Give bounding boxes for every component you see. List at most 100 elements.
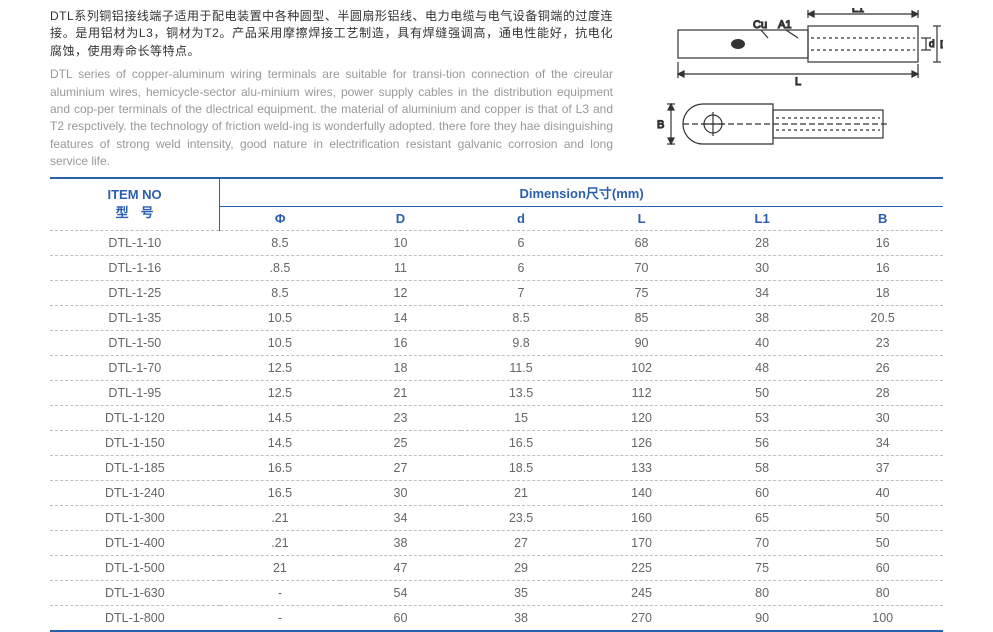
cell-value: 27 bbox=[340, 455, 461, 480]
cell-value: 30 bbox=[340, 480, 461, 505]
table-row: DTL-1-630-54352458080 bbox=[50, 580, 943, 605]
cell-value: 8.5 bbox=[461, 305, 582, 330]
cell-value: 34 bbox=[702, 280, 823, 305]
label-A1: A1 bbox=[778, 19, 791, 31]
cell-value: 80 bbox=[702, 580, 823, 605]
cell-value: 120 bbox=[581, 405, 702, 430]
label-d: d bbox=[929, 39, 935, 50]
cell-value: 14.5 bbox=[220, 430, 341, 455]
cell-value: 16.5 bbox=[461, 430, 582, 455]
cell-value: 18.5 bbox=[461, 455, 582, 480]
header-col-1: D bbox=[340, 206, 461, 230]
label-L1: L1 bbox=[852, 8, 864, 15]
cell-value: 80 bbox=[822, 580, 943, 605]
label-Cu: Cu bbox=[753, 19, 767, 31]
cell-value: 10.5 bbox=[220, 305, 341, 330]
cell-value: 23.5 bbox=[461, 505, 582, 530]
cell-item-no: DTL-1-185 bbox=[50, 455, 220, 480]
cell-value: 12.5 bbox=[220, 380, 341, 405]
cell-value: 38 bbox=[461, 605, 582, 631]
table-row: DTL-1-300.213423.51606550 bbox=[50, 505, 943, 530]
cell-value: 37 bbox=[822, 455, 943, 480]
cell-value: 54 bbox=[340, 580, 461, 605]
table-row: DTL-1-800-603827090100 bbox=[50, 605, 943, 631]
cell-item-no: DTL-1-16 bbox=[50, 255, 220, 280]
cell-value: 34 bbox=[340, 505, 461, 530]
cell-item-no: DTL-1-150 bbox=[50, 430, 220, 455]
cell-value: 9.8 bbox=[461, 330, 582, 355]
cell-value: 6 bbox=[461, 230, 582, 255]
cell-item-no: DTL-1-240 bbox=[50, 480, 220, 505]
cell-value: 14 bbox=[340, 305, 461, 330]
header-col-4: L1 bbox=[702, 206, 823, 230]
cell-value: 100 bbox=[822, 605, 943, 631]
cell-value: 35 bbox=[461, 580, 582, 605]
cell-value: 60 bbox=[702, 480, 823, 505]
table-row: DTL-1-108.5106682816 bbox=[50, 230, 943, 255]
cell-value: 160 bbox=[581, 505, 702, 530]
cell-item-no: DTL-1-35 bbox=[50, 305, 220, 330]
table-row: DTL-1-12014.523151205330 bbox=[50, 405, 943, 430]
cell-value: 75 bbox=[702, 555, 823, 580]
cell-value: 225 bbox=[581, 555, 702, 580]
cell-value: 8.5 bbox=[220, 280, 341, 305]
cell-value: 14.5 bbox=[220, 405, 341, 430]
cell-item-no: DTL-1-800 bbox=[50, 605, 220, 631]
cell-value: .21 bbox=[220, 530, 341, 555]
cell-item-no: DTL-1-500 bbox=[50, 555, 220, 580]
cell-value: 40 bbox=[702, 330, 823, 355]
header-col-3: L bbox=[581, 206, 702, 230]
cell-value: 10 bbox=[340, 230, 461, 255]
cell-value: 48 bbox=[702, 355, 823, 380]
cell-value: 38 bbox=[340, 530, 461, 555]
cell-value: 25 bbox=[340, 430, 461, 455]
cell-value: 12.5 bbox=[220, 355, 341, 380]
cell-value: 30 bbox=[702, 255, 823, 280]
cell-item-no: DTL-1-10 bbox=[50, 230, 220, 255]
cell-value: 50 bbox=[702, 380, 823, 405]
cell-value: .8.5 bbox=[220, 255, 341, 280]
cell-value: 16 bbox=[822, 230, 943, 255]
cell-item-no: DTL-1-70 bbox=[50, 355, 220, 380]
cell-value: 270 bbox=[581, 605, 702, 631]
cell-value: .21 bbox=[220, 505, 341, 530]
table-row: DTL-1-7012.51811.51024826 bbox=[50, 355, 943, 380]
cell-value: 90 bbox=[581, 330, 702, 355]
cell-value: 245 bbox=[581, 580, 702, 605]
cell-value: 170 bbox=[581, 530, 702, 555]
cell-value: - bbox=[220, 580, 341, 605]
cell-value: 70 bbox=[702, 530, 823, 555]
cell-value: 28 bbox=[702, 230, 823, 255]
table-row: DTL-1-400.2138271707050 bbox=[50, 530, 943, 555]
cell-value: 112 bbox=[581, 380, 702, 405]
label-L: L bbox=[795, 76, 801, 88]
cell-item-no: DTL-1-95 bbox=[50, 380, 220, 405]
cell-value: 18 bbox=[340, 355, 461, 380]
cell-value: 50 bbox=[822, 505, 943, 530]
cell-value: 102 bbox=[581, 355, 702, 380]
header-item-no: ITEM NO 型号 bbox=[50, 178, 220, 231]
cell-value: 16.5 bbox=[220, 480, 341, 505]
label-B: B bbox=[657, 119, 664, 131]
cell-value: 133 bbox=[581, 455, 702, 480]
cell-value: 30 bbox=[822, 405, 943, 430]
header-col-5: B bbox=[822, 206, 943, 230]
cell-value: 34 bbox=[822, 430, 943, 455]
cell-value: 11 bbox=[340, 255, 461, 280]
header-dimension: Dimension尺寸(mm) bbox=[220, 178, 943, 207]
cell-item-no: DTL-1-50 bbox=[50, 330, 220, 355]
cell-item-no: DTL-1-120 bbox=[50, 405, 220, 430]
table-row: DTL-1-16.8.5116703016 bbox=[50, 255, 943, 280]
description-chinese: DTL系列铜铝接线端子适用于配电装置中各种圆型、半圆扇形铝线、电力电缆与电气设备… bbox=[50, 8, 613, 60]
cell-value: 18 bbox=[822, 280, 943, 305]
table-row: DTL-1-5010.5169.8904023 bbox=[50, 330, 943, 355]
cell-value: 60 bbox=[340, 605, 461, 631]
cell-value: 50 bbox=[822, 530, 943, 555]
cell-value: 40 bbox=[822, 480, 943, 505]
terminal-diagram: L1 Cu A1 d bbox=[643, 8, 943, 171]
cell-value: 70 bbox=[581, 255, 702, 280]
cell-item-no: DTL-1-25 bbox=[50, 280, 220, 305]
cell-item-no: DTL-1-400 bbox=[50, 530, 220, 555]
cell-value: 23 bbox=[822, 330, 943, 355]
cell-value: 21 bbox=[340, 380, 461, 405]
